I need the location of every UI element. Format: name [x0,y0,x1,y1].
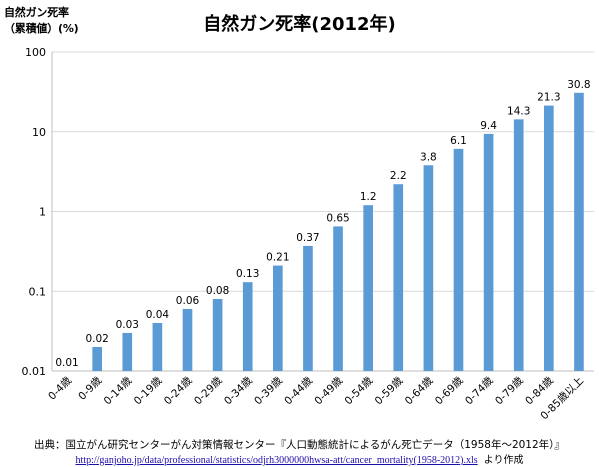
bar [363,205,373,371]
data-label: 0.13 [236,268,259,280]
bar [273,265,283,371]
y-tick-label: 1 [39,206,46,219]
bar [483,133,494,371]
data-label: 3.8 [420,151,437,163]
y-tick-label: 0.1 [29,285,47,298]
bar [92,346,102,371]
data-label: 0.02 [85,333,108,345]
x-tick-label: 0-19歳 [132,374,165,407]
bar [212,298,223,371]
bar [303,245,313,371]
bar [574,92,584,371]
x-tick-label: 0-29歳 [192,374,225,407]
x-tick-label: 0-9歳 [76,374,104,402]
data-label: 0.21 [266,252,289,264]
source-suffix: より作成 [483,455,524,466]
data-label: 30.8 [567,79,590,91]
x-tick-label: 0-74歳 [463,374,496,407]
source-citation: 出典：国立がん研究センターがん対策情報センター『人口動態統計によるがん死亡データ… [34,439,565,451]
x-tick-label: 0-64歳 [403,374,436,407]
data-label: 1.2 [360,191,377,203]
x-tick-label: 0-34歳 [222,374,255,407]
x-tick-label: 0-59歳 [373,374,406,407]
source-link-row: http://ganjoho.jp/data/professional/stat… [0,451,599,466]
data-label: 0.37 [296,232,319,244]
x-tick-label: 0-69歳 [433,374,466,407]
data-label: 0.03 [116,319,139,331]
data-label: 0.04 [146,309,170,321]
data-label: 0.01 [55,357,78,369]
x-tick-label: 0-54歳 [343,374,376,407]
chart-title: 自然ガン死率(2012年) [203,14,396,35]
x-tick-label: 0-4歳 [46,374,74,402]
source-link[interactable]: http://ganjoho.jp/data/professional/stat… [75,455,478,466]
x-tick-label: 0-79歳 [493,374,526,407]
x-tick-label: 0-24歳 [162,374,195,407]
data-label: 21.3 [537,92,560,104]
bar [513,119,524,371]
y-tick-label: 100 [25,46,46,59]
x-tick-label: 0-14歳 [102,374,135,407]
data-label: 2.2 [390,170,407,182]
bar [423,165,434,371]
data-label: 0.08 [206,285,229,297]
x-tick-label: 0-44歳 [282,374,315,407]
bar [122,332,133,371]
bar [544,105,554,371]
data-label: 14.3 [507,105,530,117]
data-label: 6.1 [450,135,467,147]
bar [453,148,464,371]
bar [393,184,404,371]
x-tick-label: 0-49歳 [312,374,345,407]
bar [182,308,193,371]
x-tick-label: 0-39歳 [252,374,285,407]
y-tick-label: 10 [32,126,46,139]
y-axis-label-line2: （累積値）(%) [4,22,79,35]
data-label: 9.4 [480,120,497,132]
data-label: 0.65 [326,212,349,224]
y-tick-label: 0.01 [22,365,47,378]
bar [333,226,343,371]
bar [152,322,163,371]
data-label: 0.06 [176,295,200,307]
y-axis-label-line1: 自然ガン死率 [4,6,69,19]
bar [242,282,253,371]
